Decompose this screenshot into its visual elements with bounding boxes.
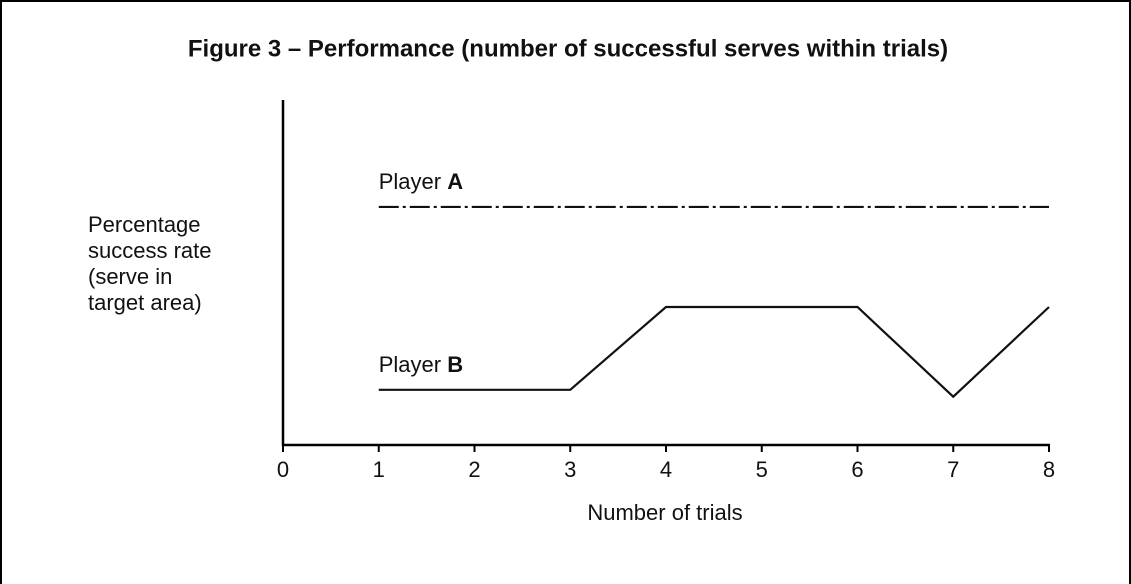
x-tick-label: 6 bbox=[851, 457, 863, 482]
x-tick-label: 7 bbox=[947, 457, 959, 482]
x-axis-label: Number of trials bbox=[587, 500, 742, 525]
x-tick-label: 4 bbox=[660, 457, 672, 482]
series-label: Player B bbox=[379, 352, 463, 377]
x-tick-label: 8 bbox=[1043, 457, 1055, 482]
x-tick-label: 3 bbox=[564, 457, 576, 482]
x-tick-label: 0 bbox=[277, 457, 289, 482]
series-label: Player A bbox=[379, 169, 463, 194]
series-line bbox=[378, 305, 1050, 399]
x-tick-label: 5 bbox=[756, 457, 768, 482]
x-tick-label: 2 bbox=[468, 457, 480, 482]
x-tick-label: 1 bbox=[373, 457, 385, 482]
chart-title: Figure 3 – Performance (number of succes… bbox=[188, 35, 948, 62]
y-axis-label: Percentage success rate (serve in target… bbox=[88, 212, 212, 315]
